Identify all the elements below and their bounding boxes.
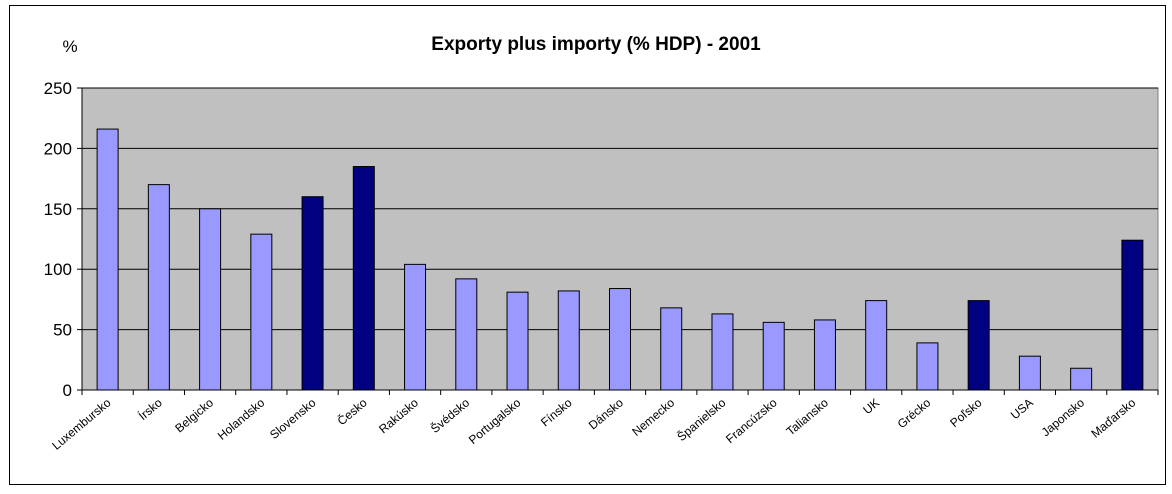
bar bbox=[506, 291, 529, 391]
y-tick-label: 50 bbox=[53, 321, 72, 340]
x-tick-label: UK bbox=[860, 396, 882, 417]
x-tick-label: Slovensko bbox=[267, 395, 319, 442]
x-tick-label: Nemecko bbox=[629, 395, 677, 439]
x-tick-label: Rakúsko bbox=[376, 395, 421, 436]
x-tick-label: Taliansko bbox=[784, 395, 832, 438]
bar bbox=[199, 208, 222, 391]
bar bbox=[813, 319, 836, 391]
bar bbox=[711, 313, 734, 391]
bar bbox=[660, 307, 683, 391]
y-tick-label: 200 bbox=[44, 139, 72, 158]
x-tick-label: Írsko bbox=[135, 395, 165, 423]
bar bbox=[250, 233, 273, 391]
x-tick-label: Švédsko bbox=[427, 395, 472, 436]
bar bbox=[147, 184, 170, 391]
bar bbox=[352, 166, 375, 391]
bar bbox=[96, 128, 119, 391]
x-tick-label: Francúzsko bbox=[723, 395, 780, 446]
x-tick-label: USA bbox=[1008, 396, 1036, 423]
bar bbox=[916, 342, 939, 391]
bar bbox=[609, 288, 631, 391]
x-tick-label: Holandsko bbox=[215, 395, 268, 442]
bar bbox=[1070, 367, 1093, 391]
y-axis-unit-label: % bbox=[62, 37, 77, 56]
bar bbox=[762, 321, 785, 391]
x-tick-label: Španielsko bbox=[674, 395, 729, 444]
bar bbox=[1121, 239, 1144, 391]
x-tick-label: Fínsko bbox=[538, 395, 575, 429]
x-tick-label: Dánsko bbox=[586, 395, 626, 432]
bar bbox=[967, 300, 990, 391]
bars bbox=[96, 128, 1144, 391]
y-tick-label: 250 bbox=[44, 79, 72, 98]
x-tick-label: Poľsko bbox=[947, 395, 984, 430]
x-tick-label: Portugalsko bbox=[466, 395, 524, 447]
y-tick-label: 150 bbox=[44, 200, 72, 219]
y-tick-label: 0 bbox=[63, 381, 72, 400]
bar bbox=[865, 300, 888, 391]
bar bbox=[455, 278, 478, 391]
x-tick-label: Luxembursko bbox=[49, 395, 113, 452]
y-axis-ticks: 0 50 100 150 200 250 bbox=[44, 79, 82, 400]
x-tick-label: Česko bbox=[334, 395, 370, 429]
x-tick-label: Belgicko bbox=[172, 395, 216, 435]
bar bbox=[1018, 355, 1041, 391]
chart-title: Exporty plus importy (% HDP) - 2001 bbox=[431, 34, 761, 55]
x-tick-label: Japonsko bbox=[1039, 395, 1088, 439]
y-tick-label: 100 bbox=[44, 260, 72, 279]
x-tick-label: Grécko bbox=[895, 395, 934, 431]
bar bbox=[404, 263, 427, 391]
bar bbox=[301, 196, 324, 391]
bar bbox=[557, 290, 580, 391]
x-tick-label: Maďarsko bbox=[1088, 395, 1138, 440]
